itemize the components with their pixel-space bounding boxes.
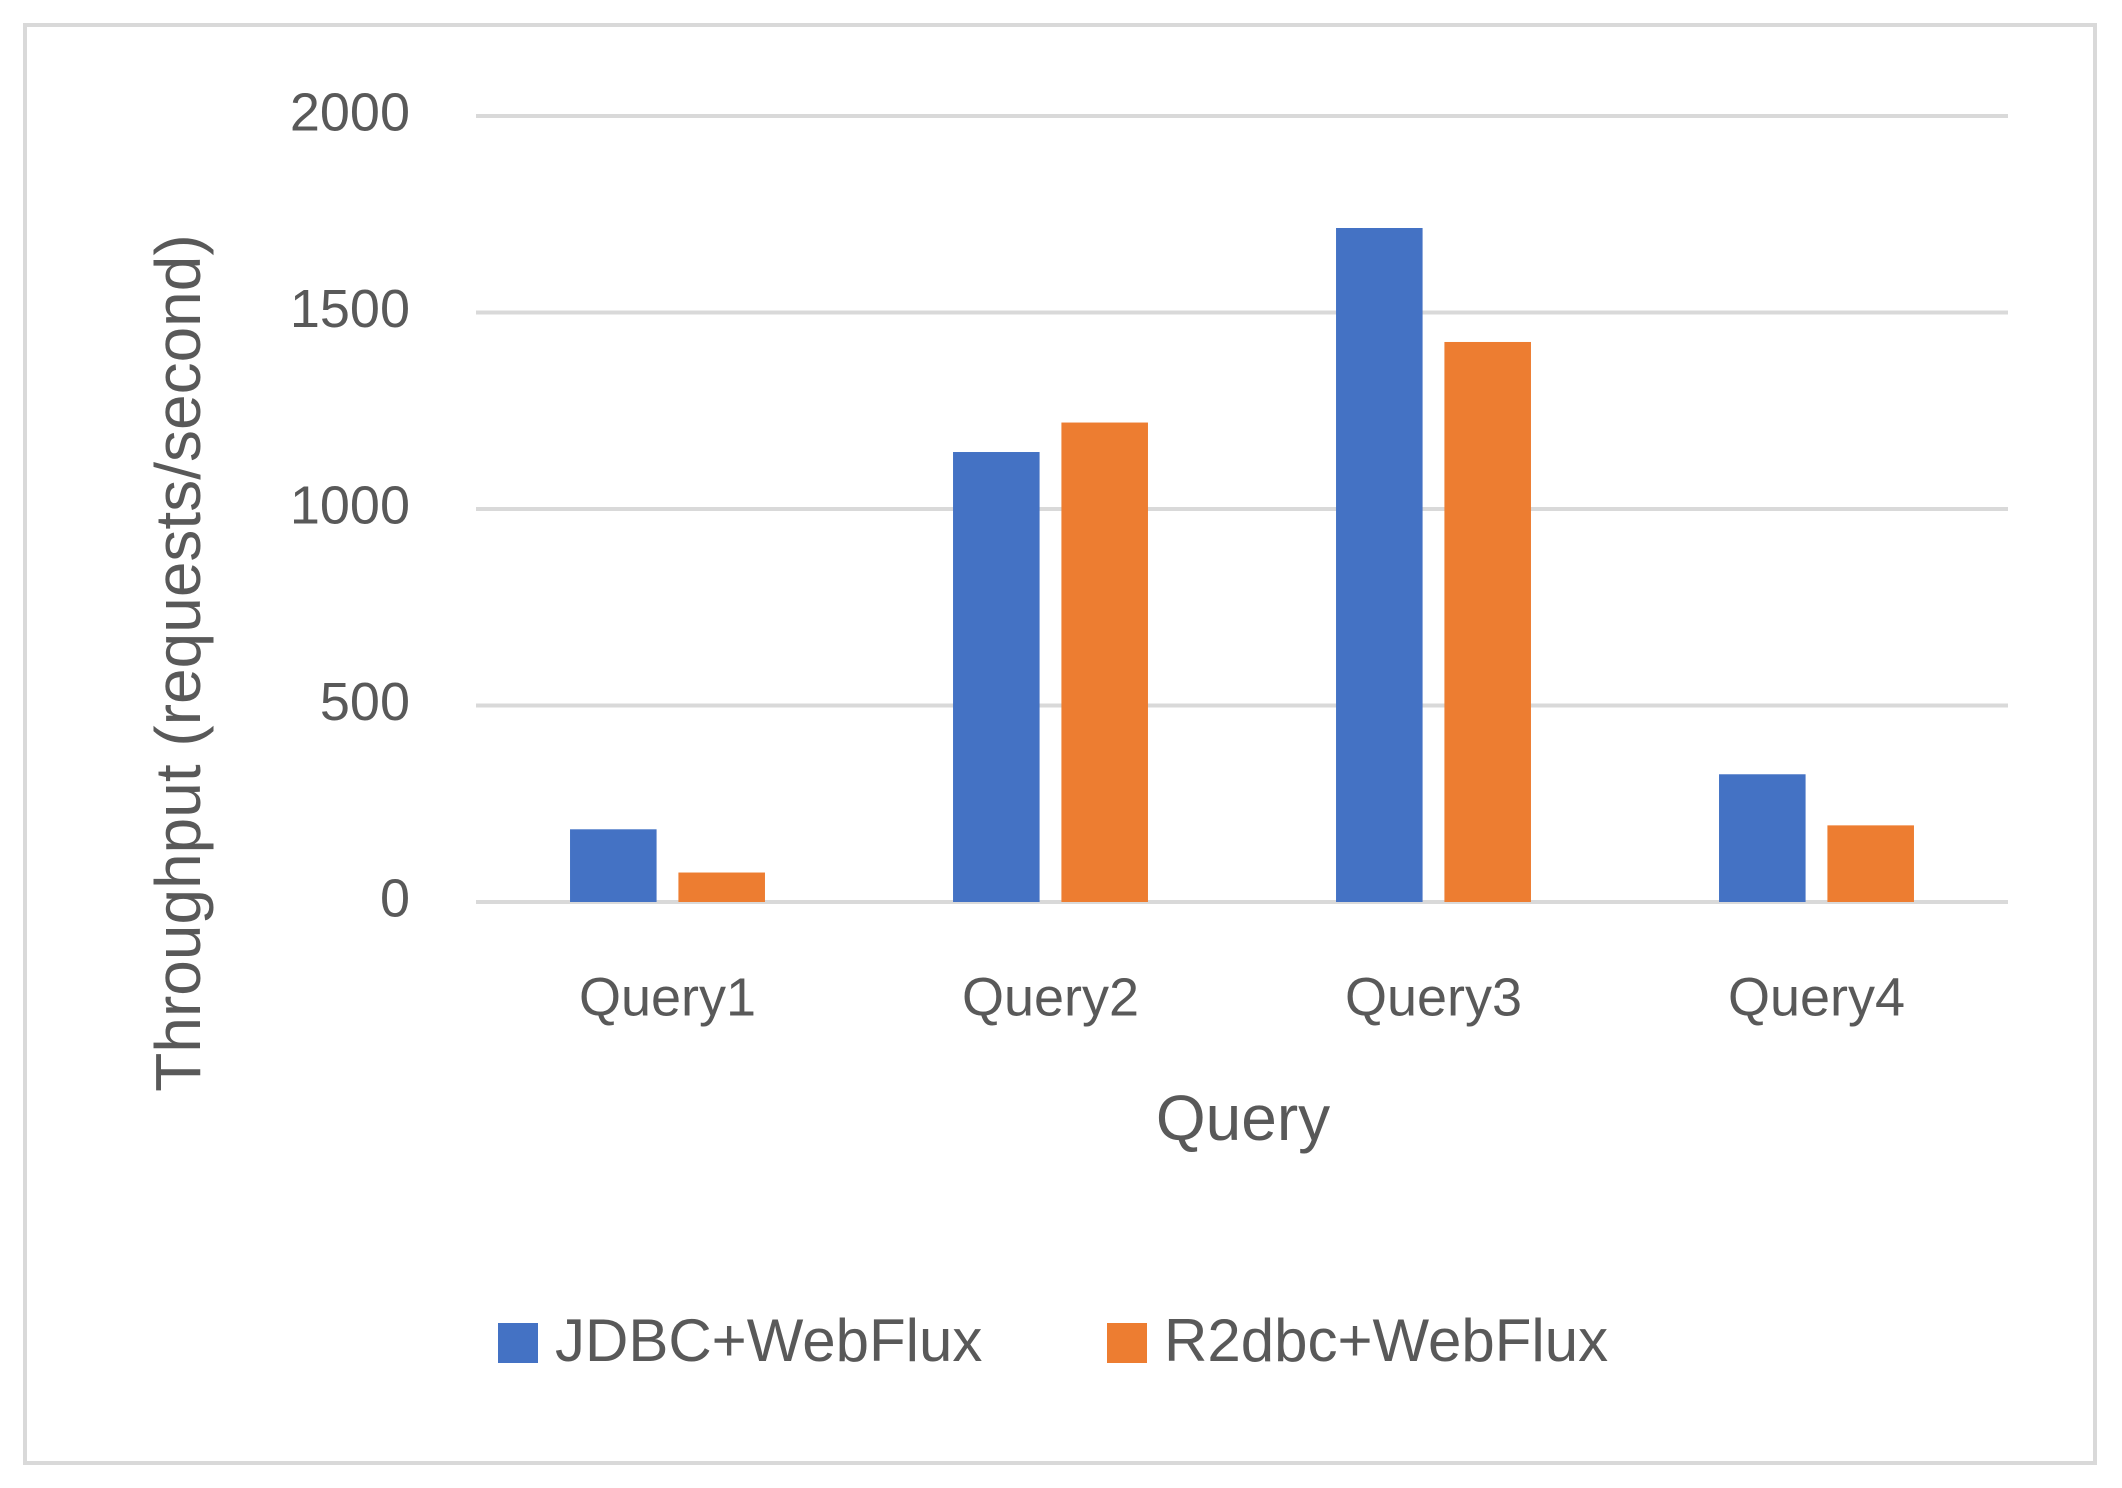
bar bbox=[953, 452, 1040, 902]
y-tick-label: 500 bbox=[320, 672, 410, 732]
bar bbox=[1061, 422, 1148, 902]
chart-border bbox=[23, 23, 2097, 1465]
y-tick-label: 1500 bbox=[290, 279, 410, 339]
y-tick-label: 0 bbox=[380, 868, 410, 928]
y-tick-label: 1000 bbox=[290, 475, 410, 535]
x-tick-label: Query4 bbox=[1728, 967, 1905, 1027]
bar bbox=[1444, 341, 1531, 903]
bar bbox=[570, 829, 657, 902]
bar bbox=[1719, 774, 1806, 902]
x-axis-title: Query bbox=[1156, 1082, 1330, 1154]
bar bbox=[1336, 228, 1423, 902]
legend-swatch bbox=[1107, 1323, 1147, 1363]
legend-swatch bbox=[498, 1323, 538, 1363]
legend-label: R2dbc+WebFlux bbox=[1164, 1307, 1608, 1374]
bar bbox=[1827, 825, 1914, 902]
y-tick-label: 2000 bbox=[290, 82, 410, 142]
y-axis-title: Throughput (requests/second) bbox=[142, 234, 214, 1091]
x-tick-label: Query1 bbox=[579, 967, 756, 1027]
x-tick-label: Query3 bbox=[1345, 967, 1522, 1027]
bar bbox=[678, 872, 765, 902]
x-tick-label: Query2 bbox=[962, 967, 1139, 1027]
legend-label: JDBC+WebFlux bbox=[555, 1307, 982, 1374]
